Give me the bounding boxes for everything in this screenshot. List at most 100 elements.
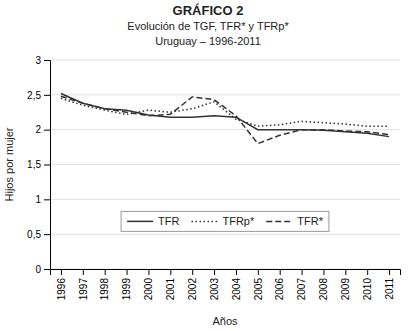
tick-mark [170, 269, 171, 275]
legend-item: TFRp* [191, 215, 255, 227]
tick-label: 2001 [165, 278, 176, 301]
y-tick: 2,5 [27, 90, 50, 101]
x-tick: 2000 [143, 269, 154, 300]
x-tick: 2009 [340, 269, 351, 300]
tick-label: 1997 [78, 278, 89, 301]
legend-item: TFR* [266, 215, 323, 227]
tick-label: 2011 [384, 278, 395, 300]
grid-line [50, 94, 400, 95]
tick-mark [236, 269, 237, 275]
grid-line [50, 199, 400, 200]
x-tick: 2003 [209, 269, 220, 300]
legend-item: TFR [127, 215, 179, 227]
tick-label: 2009 [340, 278, 351, 301]
tick-mark [258, 269, 259, 275]
y-tick: 2 [35, 124, 50, 135]
tick-mark [44, 130, 50, 131]
x-tick: 1999 [121, 269, 132, 300]
tick-label: 2 [35, 124, 41, 135]
legend-swatch [127, 221, 153, 223]
y-axis-title: Hijos por mujer [3, 127, 15, 201]
legend-swatch [266, 221, 292, 223]
legend: TFR TFRp* TFR* [121, 211, 329, 231]
subtitle: Uruguay – 1996-2011 [155, 35, 261, 47]
tick-mark [192, 269, 193, 275]
tick-mark [302, 269, 303, 275]
x-tick: 1998 [99, 269, 110, 300]
tick-mark [280, 269, 281, 275]
tick-label: 2,5 [27, 90, 41, 101]
legend-label: TFR* [297, 215, 323, 227]
y-tick: 0 [35, 264, 50, 275]
x-axis-title: Años [212, 315, 238, 327]
tick-label: 1 [35, 194, 41, 205]
tick-label: 1,5 [27, 159, 41, 170]
tick-label: 2008 [318, 278, 329, 301]
tick-mark [44, 95, 50, 96]
x-tick: 1996 [56, 269, 67, 300]
y-axis: 0 0,5 1 1,5 2 2,5 3 [27, 55, 50, 275]
grid-line [50, 60, 400, 61]
lines [61, 93, 389, 143]
axis-line [44, 61, 51, 270]
legend-label: TFRp* [222, 215, 255, 227]
tick-mark [214, 269, 215, 275]
grid-line [50, 234, 400, 235]
tick-mark [105, 269, 106, 275]
tick-label: 3 [35, 55, 41, 66]
subtitle: Evolución de TGF, TFR* y TFRp* [127, 20, 289, 32]
tick-label: 2004 [231, 278, 242, 301]
tick-mark [83, 269, 84, 275]
x-axis: 1996 1997 1998 1999 2000 2001 2002 2003 2004 2005… [51, 269, 401, 300]
tick-label: 1999 [121, 278, 132, 301]
x-tick: 2005 [253, 269, 264, 300]
tick-label: 0 [35, 264, 41, 275]
title: GRÁFICO 2 [173, 3, 244, 18]
tick-mark [61, 269, 62, 275]
tick-mark [44, 60, 50, 61]
tick-label: 2002 [187, 278, 198, 301]
grid-line [50, 129, 400, 130]
x-tick: 2004 [231, 269, 242, 300]
tick-mark [389, 269, 390, 275]
axis-line [51, 270, 401, 276]
grid-line [50, 164, 400, 165]
x-tick: 2002 [187, 269, 198, 300]
tick-mark [148, 269, 149, 275]
tick-mark [367, 269, 368, 275]
tick-label: 2005 [253, 278, 264, 301]
tick-label: 2007 [296, 278, 307, 301]
tick-mark [44, 165, 50, 166]
y-tick: 1,5 [27, 159, 50, 170]
x-tick: 2010 [362, 269, 373, 300]
chart: GRÁFICO 2 Evolución de TGF, TFR* y TFRp* U… [0, 0, 416, 331]
tick-mark [44, 269, 50, 270]
legend-label: TFR [158, 215, 179, 227]
tick-mark [44, 234, 50, 235]
series-line [61, 98, 389, 126]
legend-swatch [191, 221, 217, 223]
x-tick: 2006 [274, 269, 285, 300]
tick-label: 2010 [362, 278, 373, 301]
x-tick: 2008 [318, 269, 329, 300]
tick-label: 1996 [56, 278, 67, 301]
tick-mark [127, 269, 128, 275]
tick-label: 2003 [209, 278, 220, 301]
legend-box [121, 211, 329, 231]
series-line [61, 96, 389, 143]
tick-mark [323, 269, 324, 275]
tick-mark [44, 199, 50, 200]
y-tick: 0,5 [27, 229, 50, 240]
x-tick: 2007 [296, 269, 307, 300]
tick-label: 0,5 [27, 229, 41, 240]
tick-label: 2006 [274, 278, 285, 301]
grid [50, 60, 400, 269]
y-tick: 1 [35, 194, 50, 205]
x-tick: 2011 [384, 269, 395, 300]
tick-label: 1998 [99, 278, 110, 301]
plot-area: 1996 1997 1998 1999 2000 2001 2002 2003 2004 2005… [27, 55, 400, 301]
tick-mark [345, 269, 346, 275]
x-tick: 2001 [165, 269, 176, 300]
y-tick: 3 [35, 55, 50, 66]
tick-label: 2000 [143, 278, 154, 301]
